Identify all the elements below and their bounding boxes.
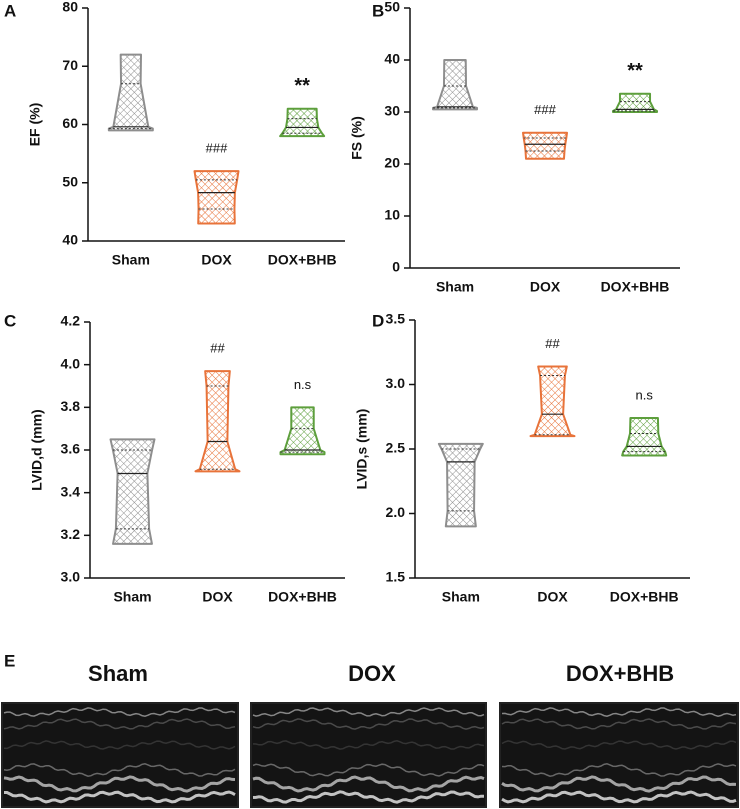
- echo-trace: [252, 707, 485, 717]
- significance-label: ##: [545, 336, 560, 351]
- echo-images: [1, 702, 739, 808]
- y-tick-label: 50: [62, 173, 78, 189]
- x-tick-label: Sham: [113, 589, 151, 605]
- y-axis-label: FS (%): [349, 116, 365, 160]
- panel-label: E: [4, 651, 15, 670]
- echo-trace: [3, 775, 236, 793]
- violin: [432, 59, 478, 111]
- y-tick-label: 3.2: [61, 526, 81, 542]
- significance-label: n.s: [635, 387, 653, 402]
- y-tick-label: 40: [384, 51, 400, 67]
- y-tick-label: 80: [62, 0, 78, 15]
- echo-title: DOX+BHB: [566, 661, 674, 686]
- violin: [107, 53, 154, 132]
- x-tick-label: Sham: [436, 279, 474, 295]
- echo-trace: [3, 740, 236, 750]
- x-tick-label: DOX+BHB: [268, 589, 337, 605]
- echo-trace: [501, 763, 737, 777]
- x-tick-label: DOX+BHB: [268, 252, 337, 268]
- significance-label: ##: [210, 341, 225, 356]
- echo-trace: [501, 718, 737, 730]
- y-axis-label: LVID,s (mm): [354, 409, 370, 490]
- violin: [522, 131, 568, 160]
- y-tick-label: 3.5: [386, 311, 406, 327]
- violin: [621, 417, 668, 457]
- echo-title: Sham: [88, 661, 148, 686]
- echo-image: [250, 702, 487, 808]
- y-tick-label: 4.2: [61, 313, 81, 329]
- violin: [612, 92, 658, 113]
- y-tick-label: 4.0: [61, 355, 81, 371]
- y-tick-label: 30: [384, 103, 400, 119]
- significance-label: n.s: [294, 377, 312, 392]
- y-tick-label: 3.0: [386, 375, 406, 391]
- y-tick-label: 3.6: [61, 441, 81, 457]
- echo-image: [1, 702, 239, 808]
- violin: [437, 442, 484, 528]
- significance-label: **: [294, 75, 310, 97]
- y-tick-label: 40: [62, 232, 78, 248]
- x-tick-label: DOX: [201, 252, 232, 268]
- x-tick-label: DOX+BHB: [601, 279, 670, 295]
- echo-trace: [501, 707, 737, 717]
- violin: [529, 365, 576, 438]
- y-axis-label: EF (%): [27, 103, 43, 147]
- violin: [109, 438, 156, 545]
- violin: [279, 406, 326, 456]
- echo-trace: [4, 790, 236, 804]
- x-tick-label: DOX: [530, 279, 561, 295]
- echo-trace: [501, 775, 737, 793]
- y-tick-label: 10: [384, 207, 400, 223]
- x-tick-label: DOX: [537, 589, 568, 605]
- x-tick-label: DOX: [202, 589, 233, 605]
- significance-label: ###: [206, 141, 228, 156]
- x-tick-label: Sham: [112, 252, 150, 268]
- y-tick-label: 3.0: [61, 569, 81, 585]
- y-tick-label: 60: [62, 115, 78, 131]
- echo-trace: [252, 790, 484, 804]
- echo-trace: [252, 740, 485, 750]
- panel-label: D: [372, 311, 384, 330]
- violin: [194, 370, 241, 473]
- violin: [279, 107, 326, 138]
- panel-label: A: [4, 1, 16, 20]
- y-tick-label: 70: [62, 57, 78, 73]
- echo-trace: [252, 718, 485, 730]
- significance-label: **: [627, 60, 643, 82]
- y-axis-label: LVID,d (mm): [29, 409, 45, 490]
- echo-trace: [501, 740, 737, 750]
- echo-title: DOX: [348, 661, 396, 686]
- y-tick-label: 0: [392, 259, 400, 275]
- echo-trace: [252, 775, 485, 793]
- y-tick-label: 3.4: [61, 483, 81, 499]
- panel-label: C: [4, 311, 16, 330]
- y-tick-label: 3.8: [61, 398, 81, 414]
- echo-trace: [501, 790, 737, 804]
- violin: [193, 170, 240, 225]
- echo-trace: [252, 763, 485, 777]
- echo-trace: [3, 707, 236, 717]
- x-tick-label: Sham: [442, 589, 480, 605]
- y-tick-label: 1.5: [386, 569, 406, 585]
- echo-trace: [3, 718, 236, 730]
- y-tick-label: 50: [384, 0, 400, 15]
- y-tick-label: 2.0: [386, 504, 406, 520]
- echo-trace: [3, 763, 236, 777]
- panel-label: B: [372, 1, 384, 20]
- y-tick-label: 20: [384, 155, 400, 171]
- significance-label: ###: [534, 102, 556, 117]
- y-tick-label: 2.5: [386, 440, 406, 456]
- x-tick-label: DOX+BHB: [610, 589, 679, 605]
